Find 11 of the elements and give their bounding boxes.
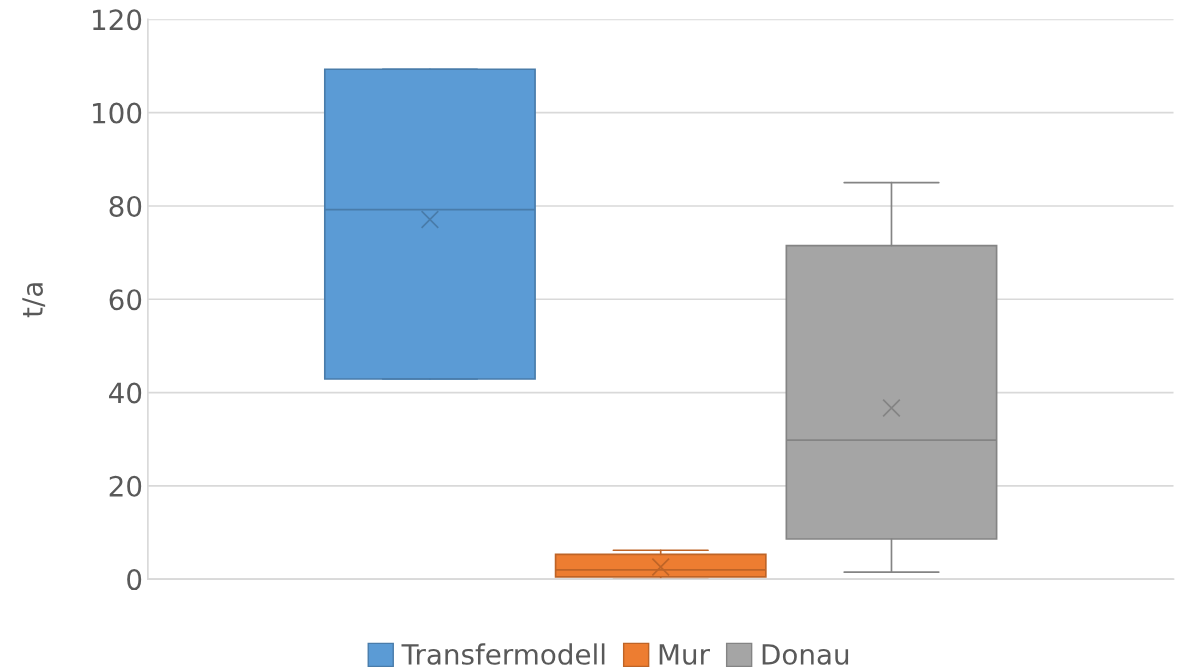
legend-label: Mur [659, 644, 710, 665]
y-tick-label: 0 [127, 569, 142, 591]
legend-label: Transfermodell [401, 643, 605, 665]
y-tick-label: 20 [109, 475, 142, 497]
y-tick-label: 80 [109, 195, 142, 217]
legend-label: Donau [762, 644, 849, 665]
y-tick-label: 60 [109, 289, 142, 311]
y-tick-label: 120 [93, 9, 142, 31]
y-tick-label: 100 [93, 102, 142, 124]
y-axis-title: t/a [22, 283, 46, 318]
y-tick-label: 40 [109, 382, 142, 404]
